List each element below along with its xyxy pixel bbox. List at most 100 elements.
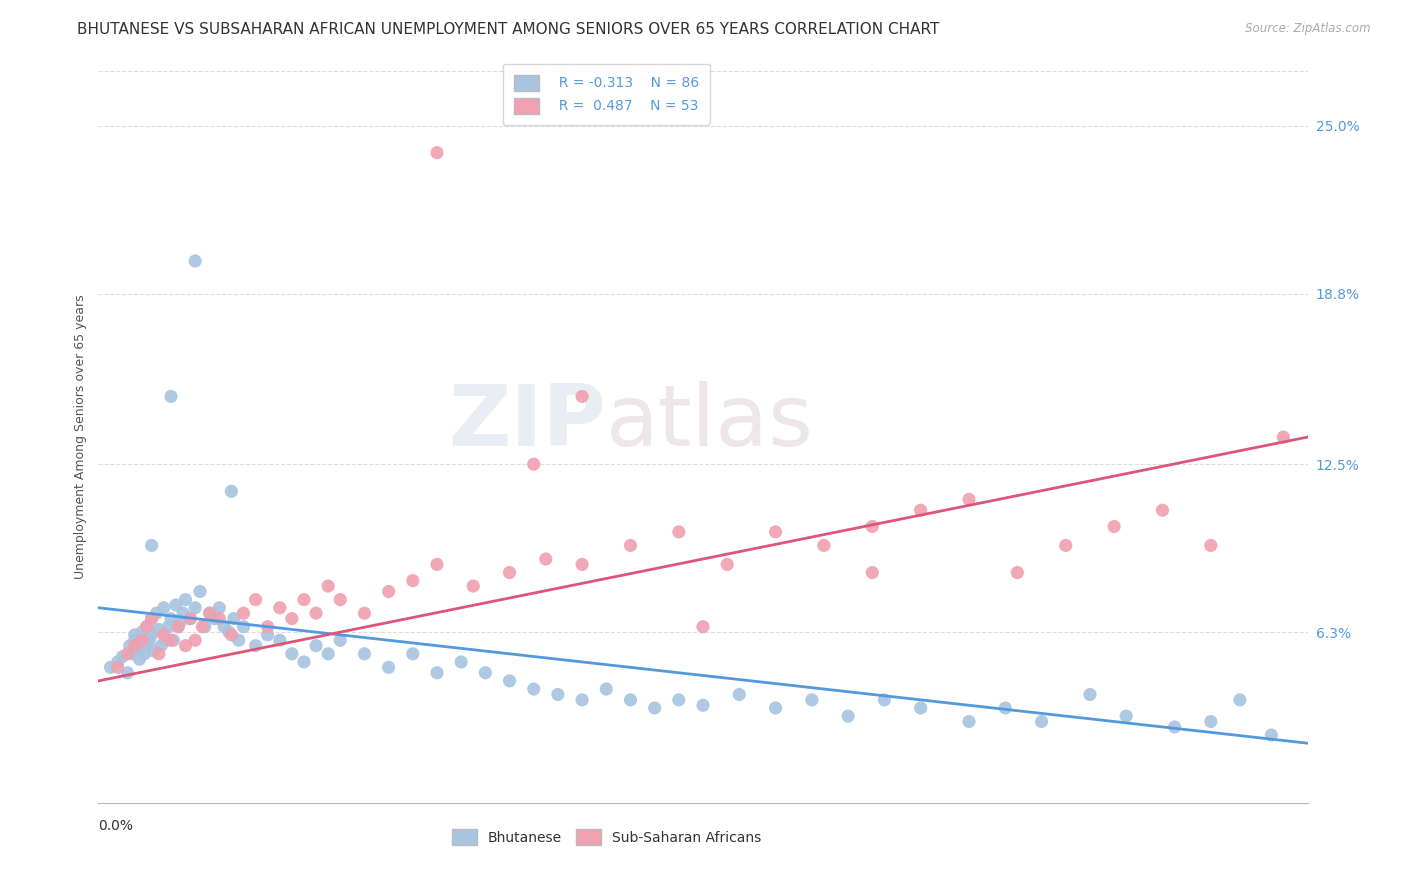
Point: [498, 566, 520, 580]
Point: [910, 701, 932, 715]
Point: [1007, 566, 1029, 580]
Point: [172, 606, 194, 620]
Point: [208, 600, 231, 615]
Point: [860, 519, 883, 533]
Point: [141, 611, 163, 625]
Point: [498, 673, 520, 688]
Point: [167, 620, 190, 634]
Point: [228, 633, 250, 648]
Point: [188, 584, 211, 599]
Point: [107, 660, 129, 674]
Point: [179, 611, 201, 625]
Point: [141, 538, 163, 552]
Point: [994, 701, 1017, 715]
Point: [135, 639, 157, 653]
Point: [523, 681, 546, 696]
Point: [148, 647, 170, 661]
Point: [571, 558, 593, 572]
Point: [1031, 714, 1053, 729]
Point: [160, 611, 183, 625]
Point: [100, 660, 122, 674]
Point: [135, 620, 157, 634]
Point: [765, 701, 787, 715]
Point: [169, 615, 191, 629]
Point: [1272, 430, 1295, 444]
Point: [179, 611, 201, 625]
Point: [155, 633, 177, 648]
Point: [426, 145, 449, 160]
Point: [668, 524, 690, 539]
Point: [426, 558, 449, 572]
Point: [111, 649, 134, 664]
Point: [1152, 503, 1174, 517]
Point: [148, 623, 170, 637]
Point: [1199, 538, 1222, 552]
Point: [1115, 709, 1137, 723]
Point: [305, 639, 328, 653]
Point: [256, 628, 278, 642]
Point: [910, 503, 932, 517]
Point: [117, 647, 139, 661]
Text: 0.0%: 0.0%: [98, 819, 134, 833]
Point: [463, 579, 485, 593]
Point: [281, 611, 304, 625]
Point: [1054, 538, 1077, 552]
Point: [127, 641, 149, 656]
Point: [281, 647, 304, 661]
Point: [716, 558, 738, 572]
Point: [232, 606, 254, 620]
Point: [269, 600, 291, 615]
Point: [184, 633, 207, 648]
Point: [198, 606, 221, 620]
Point: [131, 625, 153, 640]
Point: [145, 606, 167, 620]
Text: atlas: atlas: [606, 381, 814, 464]
Point: [765, 524, 787, 539]
Point: [316, 647, 339, 661]
Point: [198, 606, 221, 620]
Point: [377, 660, 399, 674]
Point: [143, 644, 166, 658]
Legend: Bhutanese, Sub-Saharan Africans: Bhutanese, Sub-Saharan Africans: [446, 823, 766, 851]
Point: [218, 625, 240, 640]
Point: [813, 538, 835, 552]
Point: [571, 389, 593, 403]
Text: Source: ZipAtlas.com: Source: ZipAtlas.com: [1246, 22, 1371, 36]
Point: [221, 628, 243, 642]
Point: [222, 611, 245, 625]
Point: [523, 457, 546, 471]
Point: [329, 592, 352, 607]
Point: [1260, 728, 1282, 742]
Point: [1163, 720, 1185, 734]
Point: [619, 693, 641, 707]
Point: [692, 698, 714, 713]
Point: [124, 639, 146, 653]
Point: [292, 592, 315, 607]
Text: BHUTANESE VS SUBSAHARAN AFRICAN UNEMPLOYMENT AMONG SENIORS OVER 65 YEARS CORRELA: BHUTANESE VS SUBSAHARAN AFRICAN UNEMPLOY…: [77, 22, 939, 37]
Point: [221, 484, 243, 499]
Point: [167, 620, 190, 634]
Point: [194, 620, 217, 634]
Point: [292, 655, 315, 669]
Point: [619, 538, 641, 552]
Point: [184, 600, 207, 615]
Point: [141, 611, 163, 625]
Point: [728, 688, 751, 702]
Point: [873, 693, 896, 707]
Point: [160, 389, 183, 403]
Point: [800, 693, 823, 707]
Point: [138, 633, 160, 648]
Point: [353, 647, 375, 661]
Point: [692, 620, 714, 634]
Point: [450, 655, 472, 669]
Point: [316, 579, 339, 593]
Point: [269, 633, 291, 648]
Point: [131, 633, 153, 648]
Point: [595, 681, 617, 696]
Point: [174, 592, 197, 607]
Point: [135, 620, 157, 634]
Point: [402, 647, 425, 661]
Point: [353, 606, 375, 620]
Point: [329, 633, 352, 648]
Point: [860, 566, 883, 580]
